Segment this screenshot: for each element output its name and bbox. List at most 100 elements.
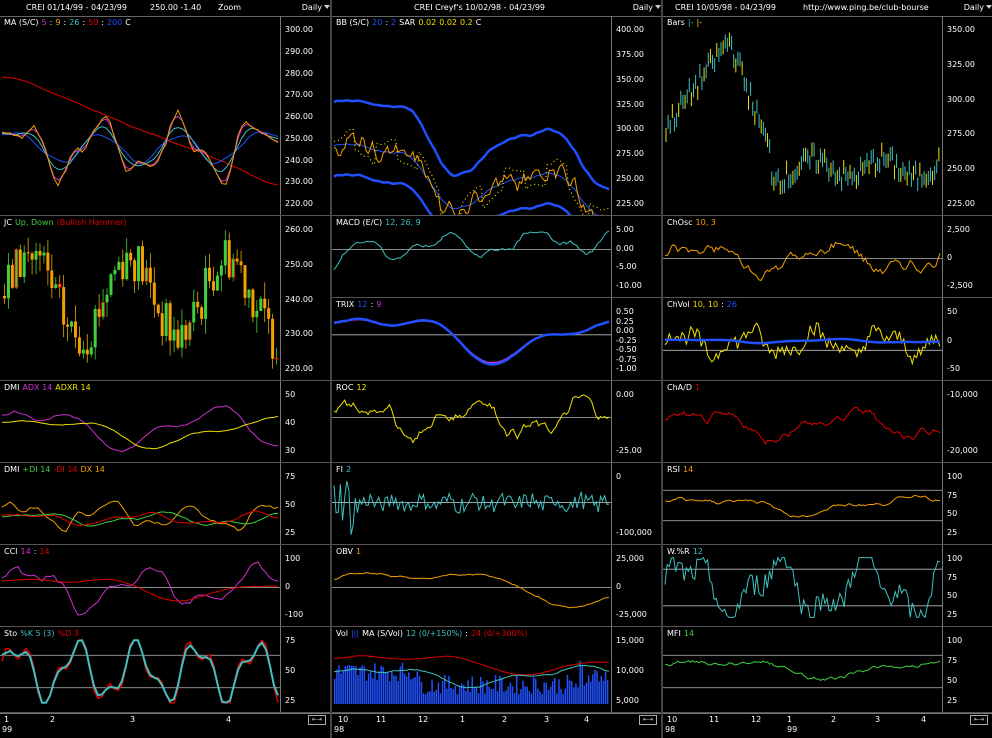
candle-body: [117, 261, 121, 270]
indicator-label: RSI 14: [667, 465, 696, 474]
candle-body: [215, 275, 219, 291]
candle-body: [89, 347, 93, 355]
volume-bar: [382, 666, 385, 704]
indicator-panel[interactable]: TRIX 12:9 0.50 0.25 0.00 -0.25 -0.50 -0.75 -1.00: [332, 298, 661, 381]
axis-tick-label: 25: [947, 528, 958, 537]
volume-bar: [376, 680, 378, 704]
indicator-panel[interactable]: FI 2 0 -100,000: [332, 463, 661, 545]
axis-tick-label: 230.00: [285, 177, 313, 187]
time-tick-label: 1: [787, 715, 793, 724]
volume-bar: [465, 690, 467, 704]
indicator-panel[interactable]: MFI 14 100 75 50 25: [663, 627, 992, 713]
scroll-arrows-icon[interactable]: ⇤⇥: [639, 715, 657, 725]
axis-tick-label: 350.00: [947, 25, 975, 34]
indicator-panel[interactable]: DMI ADX 14 ADXR 14 50 40 30: [0, 381, 330, 463]
indicator-label-part: +DI 14: [22, 465, 51, 474]
axis-tick-label: -10.00: [616, 281, 642, 290]
time-tick-label: 2: [50, 715, 56, 724]
indicator-panel[interactable]: MA (S/C) 5:9:26:50:200 C 300.00 290.00 280.00…: [0, 16, 330, 216]
chevron-down-icon[interactable]: [655, 5, 661, 9]
candle-body: [192, 301, 196, 323]
macd-line: [333, 230, 610, 271]
value-axis: 400.00 375.00 350.00 325.00 300.00 275.00 250.…: [611, 16, 661, 215]
indicator-panel[interactable]: CCI 14:14 100 0 -100: [0, 545, 330, 627]
volume-bar: [456, 694, 459, 704]
volume-bar: [551, 681, 554, 704]
indicator-plot: [0, 639, 280, 704]
chevron-down-icon[interactable]: [986, 5, 992, 9]
axis-tick-label: 375.00: [616, 49, 644, 59]
period-selector[interactable]: Daily: [963, 3, 984, 12]
title-info: 250.00 -1.40: [150, 3, 202, 12]
volume-bar: [361, 665, 363, 704]
period-selector[interactable]: Daily: [301, 3, 322, 12]
indicator-label-part: MFI: [667, 629, 681, 638]
column-title-bar: CREI 10/05/98 - 04/23/99 http://www.ping.…: [663, 0, 992, 17]
indicator-label-part: 26: [726, 300, 737, 309]
axis-tick-label: 325.00: [616, 99, 644, 109]
indicator-label-part: 5: [41, 18, 47, 27]
candle-body: [18, 249, 22, 277]
indicator-panel[interactable]: ChOsc 10, 3 2,500 0 -2,500: [663, 216, 992, 298]
volume-bar: [469, 691, 471, 704]
indicator-panel[interactable]: BB (S/C) 20:2 SAR 0.02 0.02 0.2 C 400.00 375.00 3…: [332, 16, 661, 216]
indicator-label-part: Sto: [4, 629, 18, 638]
volume-bar: [606, 680, 609, 704]
indicator-panel[interactable]: DMI +DI 14 -DI 14 DX 14 75 50 25: [0, 463, 330, 545]
indicator-plot: [3, 230, 279, 369]
candle-body: [184, 325, 188, 340]
indicator-panel[interactable]: JC Up, Down (Bullish Hammer) 260.00 250.00 24…: [0, 216, 330, 381]
axis-tick-label: 50: [947, 676, 958, 685]
indicator-panel[interactable]: MACD (E/C) 12, 26, 9 5.00 0.00 -5.00 -10.00: [332, 216, 661, 298]
volume-bar: [401, 662, 404, 704]
candle-body: [208, 267, 212, 282]
time-tick-label: 1: [460, 715, 466, 724]
candle-body: [255, 310, 259, 318]
volume-bar: [537, 688, 539, 704]
volume-bar: [416, 671, 418, 704]
volume-bar: [554, 677, 556, 704]
indicator-label-part: |||: [350, 629, 360, 638]
indicator-panel[interactable]: ChVol 10, 10:26 50 0 -50: [663, 298, 992, 381]
volume-bar: [458, 685, 461, 704]
scroll-arrows-icon[interactable]: ⇤⇥: [308, 715, 326, 725]
volume-bar: [403, 673, 406, 704]
axis-tick-label: 220.00: [285, 199, 313, 208]
candle-body: [6, 264, 10, 299]
indicator-label-part: BB (S/C): [336, 18, 370, 27]
indicator-panel[interactable]: ChA/D 1 -10,000 -20,000: [663, 381, 992, 463]
axis-tick-label: -5.00: [616, 262, 637, 272]
value-axis: 100 75 50 25: [942, 463, 992, 544]
value-axis: -10,000 -20,000: [942, 381, 992, 462]
indicator-panel[interactable]: ROC 12 0.00 -25.00: [332, 381, 661, 463]
indicator-label-part: OBV: [336, 547, 354, 556]
candle-body: [3, 295, 6, 299]
indicator-panel[interactable]: Bars |- |- 350.00 325.00 300.00 275.00 250.00 22…: [663, 16, 992, 216]
zoom-button[interactable]: Zoom: [218, 3, 242, 12]
volume-bar: [475, 686, 478, 704]
indicator-panel[interactable]: OBV 1 25,000 0 -25,000: [332, 545, 661, 627]
axis-tick-label: 275.00: [616, 149, 644, 159]
indicator-label-part: 2: [345, 465, 352, 474]
value-axis: 50 40 30: [280, 381, 330, 462]
candle-body: [156, 304, 160, 314]
volume-bar: [414, 677, 416, 704]
period-selector[interactable]: Daily: [632, 3, 653, 12]
candle-body: [231, 258, 236, 278]
value-axis: 100 75 50 25: [942, 627, 992, 712]
indicator-panel[interactable]: Vol ||| MA (S/Vol) 12 (0/+150%):24 (0/+300%…: [332, 627, 661, 713]
volume-bar: [338, 665, 340, 704]
chevron-down-icon[interactable]: [324, 5, 330, 9]
scroll-arrows-icon[interactable]: ⇤⇥: [970, 715, 988, 725]
adx-line: [1, 405, 278, 453]
indicator-label-part: 10, 3: [695, 218, 716, 227]
value-axis: 50 0 -50: [942, 298, 992, 380]
symbol-title: CREI 10/05/98 - 04/23/99: [675, 3, 776, 12]
indicator-panel[interactable]: Sto %K 5 (3) %D 3 75 50 25: [0, 627, 330, 713]
indicator-label: Sto %K 5 (3) %D 3: [4, 629, 82, 638]
indicator-plot: [332, 394, 611, 444]
candle-body: [73, 321, 77, 338]
indicator-panel[interactable]: RSI 14 100 75 50 25: [663, 463, 992, 545]
candle-body: [54, 284, 58, 288]
indicator-panel[interactable]: W.%R 12 100 75 50 25: [663, 545, 992, 627]
